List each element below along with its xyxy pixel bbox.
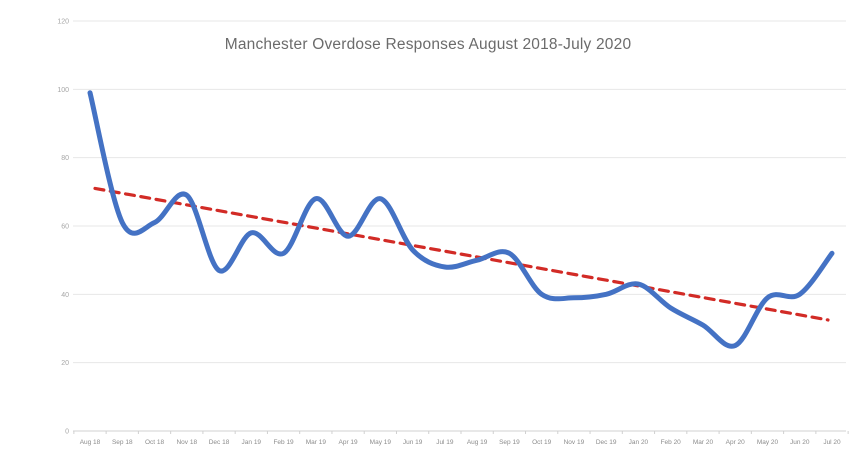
x-axis-label-apr-20: Apr 20 xyxy=(726,439,746,446)
x-axis-label-mar-20: Mar 20 xyxy=(693,439,714,446)
overdose-responses-line-series xyxy=(87,90,835,349)
x-axis-label-jun-19: Jun 19 xyxy=(403,439,423,446)
x-axis-label-mar-19: Mar 19 xyxy=(306,439,327,446)
x-axis-label-apr-19: Apr 19 xyxy=(339,439,359,446)
y-axis-label-120: 120 xyxy=(57,19,69,26)
x-axis-label-feb-20: Feb 20 xyxy=(661,439,682,446)
x-axis-label-oct-18: Oct 18 xyxy=(145,439,165,446)
x-axis-label-nov-18: Nov 18 xyxy=(176,439,197,446)
x-axis-label-sep-18: Sep 18 xyxy=(112,439,133,446)
x-axis-label-may-19: May 19 xyxy=(370,439,392,446)
y-axis-label-60: 60 xyxy=(61,224,69,231)
x-axis-label-jan-19: Jan 19 xyxy=(242,439,262,446)
y-axis-label-40: 40 xyxy=(61,292,69,299)
x-axis-label-sep-19: Sep 19 xyxy=(499,439,520,446)
x-axis-label-jul-19: Jul 19 xyxy=(436,439,454,446)
x-axis-label-oct-19: Oct 19 xyxy=(532,439,552,446)
x-axis-label-aug-18: Aug 18 xyxy=(80,439,101,446)
x-axis-label-dec-19: Dec 19 xyxy=(596,439,617,446)
x-axis-label-aug-19: Aug 19 xyxy=(467,439,488,446)
y-axis-label-0: 0 xyxy=(65,429,69,436)
x-axis-label-jul-20: Jul 20 xyxy=(823,439,841,446)
x-axis-label-feb-19: Feb 19 xyxy=(273,439,294,446)
chart-title: Manchester Overdose Responses August 201… xyxy=(224,36,632,53)
x-axis-label-jun-20: Jun 20 xyxy=(790,439,810,446)
y-axis-label-20: 20 xyxy=(61,360,69,367)
y-axis-label-80: 80 xyxy=(61,155,69,162)
x-axis-label-may-20: May 20 xyxy=(757,439,779,446)
x-axis-label-nov-19: Nov 19 xyxy=(564,439,585,446)
y-axis-label-100: 100 xyxy=(57,87,69,94)
x-axis-label-jan-20: Jan 20 xyxy=(629,439,649,446)
trendline-series xyxy=(93,186,830,322)
x-axis-label-dec-18: Dec 18 xyxy=(209,439,230,446)
